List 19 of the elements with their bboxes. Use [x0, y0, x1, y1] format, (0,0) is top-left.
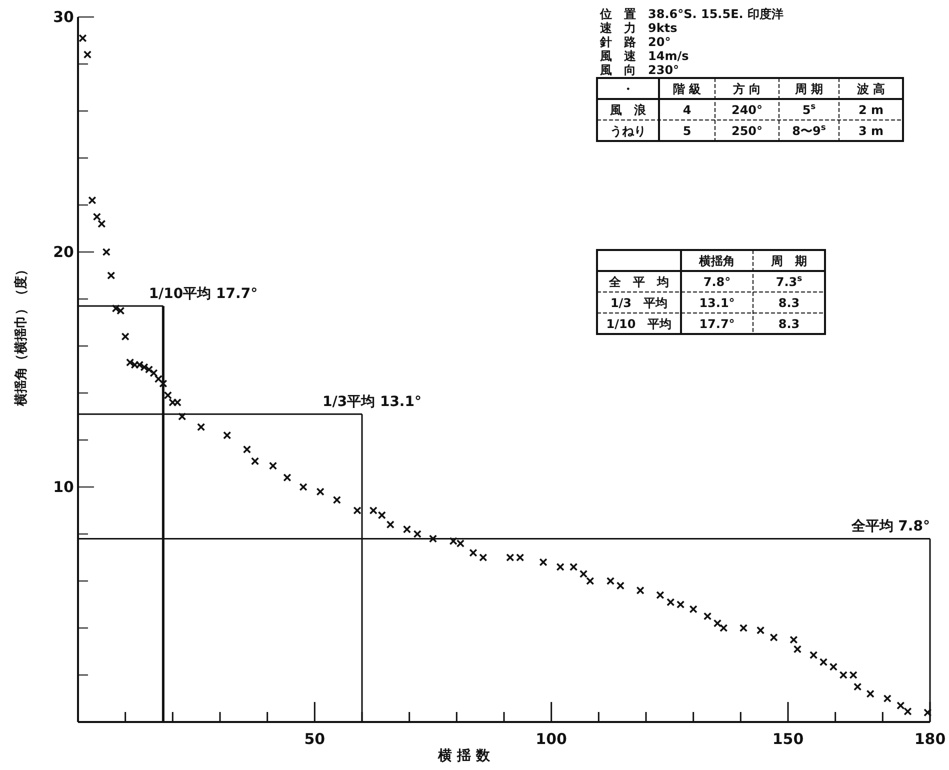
x-axis-title: 横 揺 数	[437, 748, 491, 764]
annotation: 位 置 38.6°S. 15.5E. 印度洋	[599, 7, 784, 21]
info-table: ・ 階 級 方 向 周 期 波 高 風 浪 4 240° 5$^{s}$ 2 m うねり 5 250° 8〜9$^{s}$ 3 m	[596, 77, 904, 142]
annotation: 風 向 230°	[599, 63, 680, 77]
x-tick-label: 180	[914, 730, 946, 748]
x-tick-label: 100	[536, 730, 567, 748]
ref-line-label: 1/10平均 17.7°	[148, 286, 258, 302]
y-axis-title: 横揺角（横揺巾）（度）	[13, 263, 29, 407]
x-tick-label: 50	[304, 730, 326, 748]
ref-line-label: 1/3平均 13.1°	[322, 394, 422, 410]
annotation: 風 速 14m/s	[599, 49, 689, 63]
annotation: 針 路 20°	[599, 35, 671, 49]
x-tick-label: 150	[772, 730, 804, 748]
ref-line-label: 全平均 7.8°	[850, 518, 930, 535]
y-tick-label: 30	[53, 8, 74, 26]
info-table: 横揺角 周 期 全 平 均 7.8° 7.3$^{s}$ 1/3 平均 13.1° 8.3 1/10 平均 17.7° 8.3	[596, 249, 826, 335]
annotation: 速 力 9kts	[599, 21, 678, 35]
y-tick-label: 10	[53, 478, 74, 496]
y-tick-label: 20	[53, 243, 74, 261]
